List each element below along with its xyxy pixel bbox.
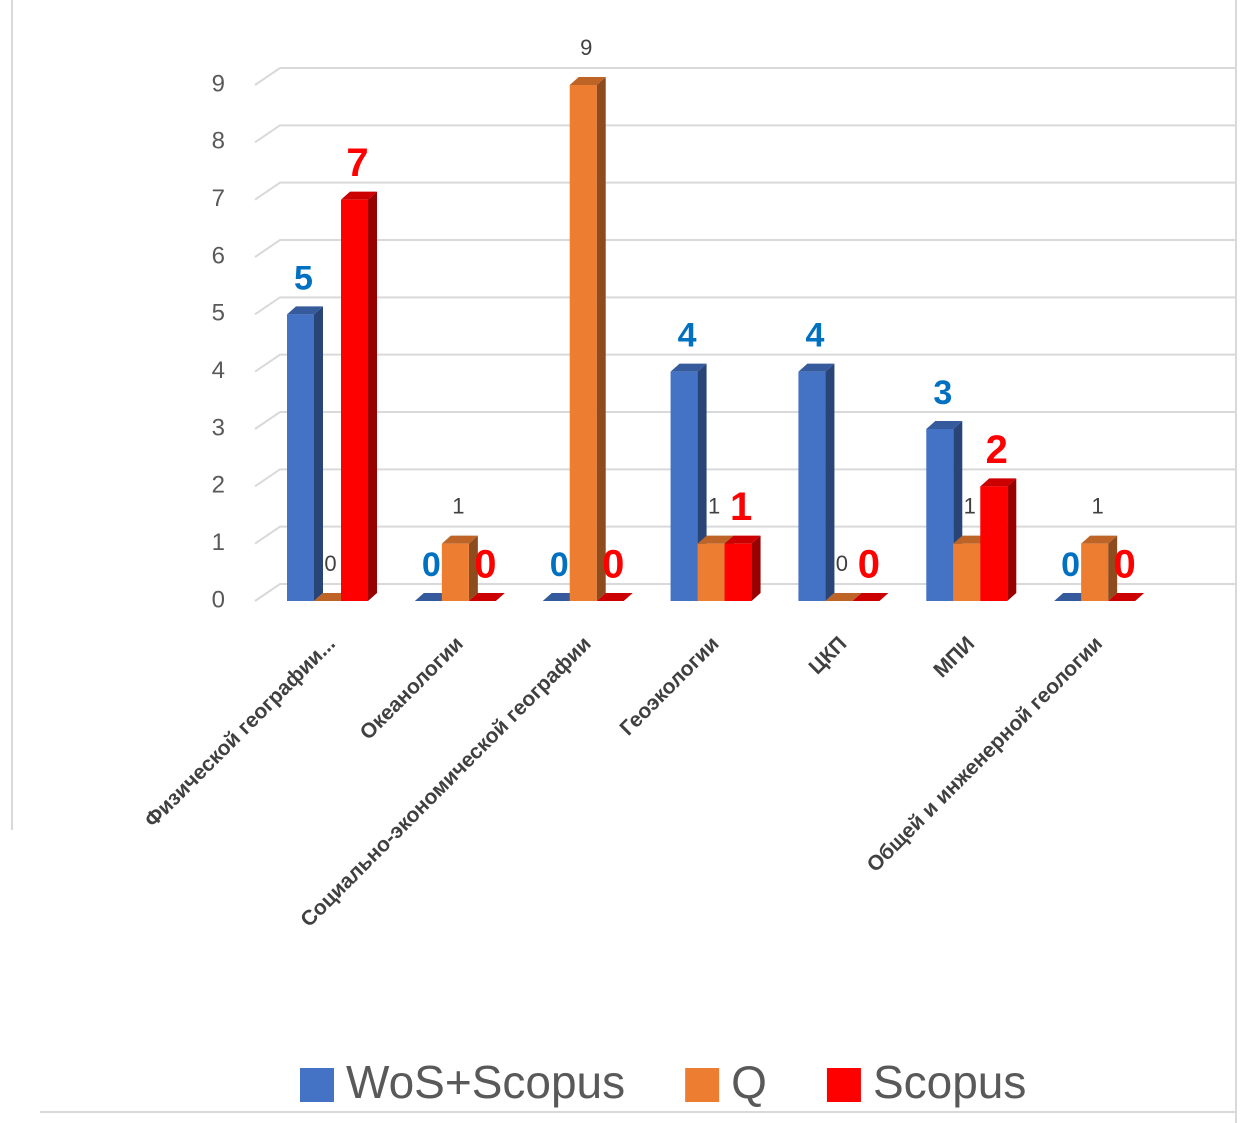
data-label: 0 [858, 543, 880, 587]
grid-line [254, 296, 1235, 316]
bar-front [1081, 543, 1109, 601]
data-label: 5 [294, 259, 313, 297]
data-label: 4 [805, 317, 824, 355]
bar-top [287, 306, 323, 315]
data-label: 2 [986, 428, 1008, 472]
data-label: 0 [1114, 543, 1136, 587]
bar-side [1007, 478, 1017, 601]
bar-front [953, 543, 981, 601]
bar [724, 535, 761, 601]
bar [287, 306, 323, 601]
data-label: 0 [550, 546, 569, 584]
bar-top [341, 191, 377, 200]
y-tick-label: 1 [212, 529, 225, 556]
data-label: 0 [1061, 546, 1080, 584]
bar-top [569, 77, 606, 85]
bar-front [441, 543, 469, 601]
bar-top [596, 593, 633, 601]
bar-top [852, 593, 889, 601]
bar-front [724, 543, 752, 601]
data-label: 0 [602, 543, 624, 587]
bar-front [926, 429, 954, 601]
data-label: 0 [422, 546, 441, 584]
data-label: 7 [346, 141, 368, 185]
bar [341, 191, 377, 601]
y-tick-label: 2 [212, 472, 225, 499]
bar-front [697, 543, 725, 601]
bar-top [468, 593, 505, 601]
bar [468, 593, 505, 601]
y-tick-label: 9 [212, 70, 225, 97]
legend-label: WoS+Scopus [346, 1056, 625, 1108]
bar-front [569, 85, 597, 601]
legend-label: Scopus [873, 1056, 1026, 1108]
bar-top [670, 363, 707, 372]
legend-swatch [300, 1068, 334, 1102]
grid-line [254, 124, 1235, 144]
grid-line [254, 239, 1235, 258]
bar [1081, 535, 1118, 601]
bar [825, 593, 862, 601]
data-label: 0 [836, 551, 848, 576]
bar-top [697, 535, 734, 544]
y-tick-label: 7 [212, 185, 225, 212]
bar-top [825, 593, 862, 601]
bar-top [724, 535, 761, 544]
bar-front [798, 371, 826, 601]
data-label: 0 [474, 543, 496, 587]
data-label: 9 [580, 35, 592, 60]
data-label: 0 [324, 551, 336, 576]
grid-line [254, 468, 1235, 488]
y-tick-label: 6 [212, 242, 225, 269]
bar [596, 593, 633, 601]
y-tick-label: 4 [212, 357, 225, 384]
y-tick-label: 8 [212, 128, 225, 155]
data-label: 1 [730, 485, 752, 529]
bar-side [825, 363, 835, 601]
bar-side [751, 535, 761, 601]
bar-top [980, 478, 1017, 487]
y-tick-label: 5 [212, 300, 225, 327]
bar [980, 478, 1017, 601]
data-label: 1 [452, 493, 464, 518]
y-tick-label: 0 [212, 586, 225, 613]
grid-line [254, 411, 1235, 430]
data-label: 4 [678, 317, 697, 355]
bar [441, 535, 478, 601]
bar-side [468, 535, 478, 601]
bar-side [314, 306, 323, 601]
data-label: 3 [933, 374, 952, 412]
data-label: 1 [1092, 493, 1104, 518]
bar-top [1108, 593, 1145, 601]
bar [852, 593, 889, 601]
bar-top [441, 535, 478, 544]
bar [1108, 593, 1145, 601]
legend-label: Q [731, 1056, 767, 1108]
grid-line [254, 181, 1235, 201]
bar-front [980, 486, 1008, 601]
bar-top [1081, 535, 1118, 544]
bar-side [596, 77, 606, 601]
bar-front [670, 371, 698, 601]
bar [798, 363, 835, 601]
y-tick-label: 3 [212, 414, 225, 441]
bar-side [368, 191, 377, 601]
data-label: 1 [964, 493, 976, 518]
bar-top [926, 421, 963, 429]
bar-front [287, 314, 314, 601]
bar-top [798, 363, 835, 372]
bar [569, 77, 606, 601]
data-label: 1 [708, 493, 720, 518]
legend-swatch [685, 1068, 720, 1102]
grid-line [254, 525, 1235, 545]
grid-line [254, 67, 1235, 86]
grid-line [254, 353, 1235, 373]
bar-front [341, 199, 368, 601]
bar-side [1108, 535, 1118, 601]
legend-swatch [826, 1068, 861, 1102]
grid-line [254, 583, 1235, 602]
